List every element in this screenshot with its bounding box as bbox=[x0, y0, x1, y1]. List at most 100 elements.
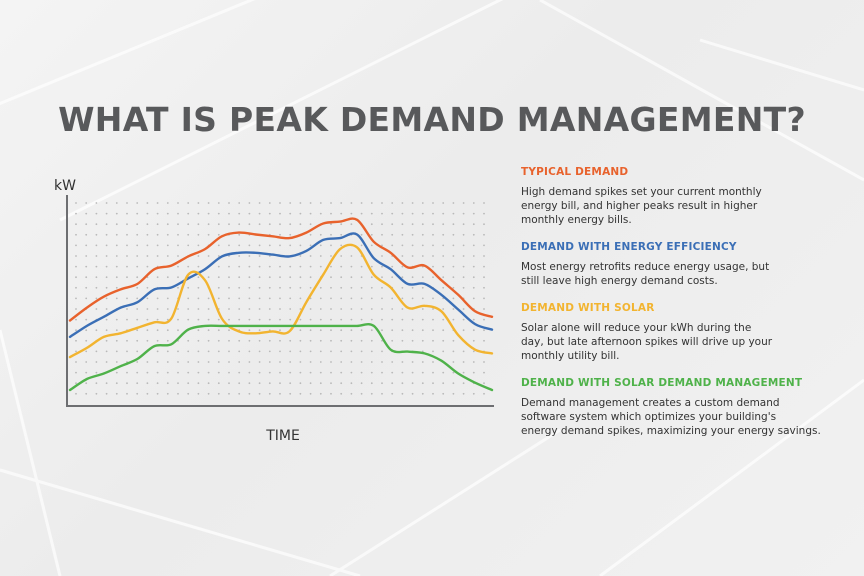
grid-dot bbox=[350, 286, 353, 289]
grid-dot bbox=[401, 371, 404, 374]
grid-dot bbox=[207, 212, 210, 215]
grid-dot bbox=[156, 329, 159, 332]
grid-dot bbox=[442, 329, 445, 332]
grid-dot bbox=[391, 382, 394, 385]
grid-dot bbox=[238, 361, 241, 363]
grid-dot bbox=[472, 212, 475, 215]
grid-dot bbox=[156, 223, 159, 226]
grid-dot bbox=[95, 255, 98, 257]
grid-dot bbox=[238, 244, 241, 247]
grid-dot bbox=[319, 361, 322, 363]
grid-dot bbox=[462, 361, 465, 363]
grid-dot bbox=[289, 392, 292, 395]
grid-dot bbox=[411, 382, 414, 385]
grid-dot bbox=[177, 286, 179, 289]
grid-dot bbox=[319, 329, 322, 332]
grid-dot bbox=[248, 318, 251, 321]
grid-dot bbox=[319, 371, 322, 374]
grid-dot bbox=[462, 371, 465, 374]
grid-dot bbox=[350, 276, 353, 279]
grid-dot bbox=[360, 244, 363, 247]
grid-dot bbox=[177, 350, 179, 353]
grid-dot bbox=[126, 223, 128, 226]
grid-dot bbox=[289, 223, 292, 226]
grid-dot bbox=[248, 308, 251, 310]
grid-dot bbox=[228, 339, 230, 342]
grid-dot bbox=[370, 297, 373, 300]
grid-dot bbox=[483, 392, 485, 395]
grid-dot bbox=[350, 382, 353, 385]
grid-dot bbox=[126, 297, 128, 300]
grid-dot bbox=[442, 265, 445, 268]
grid-dot bbox=[340, 286, 343, 289]
grid-dot bbox=[340, 361, 343, 363]
grid-dot bbox=[279, 276, 281, 279]
grid-dot bbox=[217, 350, 220, 353]
legend-item-solar-demand-management: DEMAND WITH SOLAR DEMAND MANAGEMENT Dema… bbox=[521, 377, 851, 438]
grid-dot bbox=[401, 392, 404, 395]
grid-dot bbox=[391, 371, 394, 374]
grid-dot bbox=[136, 202, 139, 204]
grid-dot bbox=[309, 233, 312, 236]
grid-dot bbox=[462, 329, 465, 332]
grid-dot bbox=[238, 350, 241, 353]
grid-dot bbox=[472, 286, 475, 289]
grid-dot bbox=[85, 244, 88, 247]
grid-dot bbox=[309, 371, 312, 374]
grid-dot bbox=[105, 339, 108, 342]
grid-dot bbox=[126, 255, 128, 257]
grid-dot bbox=[340, 382, 343, 385]
grid-dot bbox=[432, 233, 434, 236]
grid-dot bbox=[330, 233, 332, 236]
legend-heading: DEMAND WITH SOLAR bbox=[521, 302, 655, 314]
grid-dot bbox=[279, 318, 281, 321]
grid-dot bbox=[187, 339, 190, 342]
grid-dot bbox=[391, 318, 394, 321]
grid-dot bbox=[156, 339, 159, 342]
grid-dot bbox=[330, 308, 332, 310]
grid-dot bbox=[309, 286, 312, 289]
grid-dot bbox=[217, 371, 220, 374]
grid-dot bbox=[401, 308, 404, 310]
grid-dot bbox=[217, 255, 220, 257]
grid-dot bbox=[432, 202, 434, 204]
grid-dot bbox=[238, 223, 241, 226]
grid-dot bbox=[442, 392, 445, 395]
grid-dot bbox=[370, 233, 373, 236]
desc-line: software system which optimizes your bui… bbox=[521, 411, 777, 423]
grid-dot bbox=[452, 339, 455, 342]
grid-dot bbox=[268, 223, 271, 226]
grid-dot bbox=[75, 382, 77, 385]
grid-dot bbox=[238, 297, 241, 300]
legend-description: High demand spikes set your current mont… bbox=[521, 185, 851, 227]
grid-dot bbox=[462, 392, 465, 395]
grid-dot bbox=[146, 308, 149, 310]
grid-dot bbox=[115, 339, 118, 342]
grid-dot bbox=[381, 308, 383, 310]
grid-dot bbox=[483, 308, 485, 310]
grid-dot bbox=[452, 286, 455, 289]
grid-dot bbox=[166, 318, 169, 321]
grid-dot bbox=[85, 297, 88, 300]
grid-dot bbox=[238, 308, 241, 310]
grid-dot bbox=[146, 329, 149, 332]
legend-heading: TYPICAL DEMAND bbox=[521, 166, 629, 178]
grid-dot bbox=[442, 233, 445, 236]
grid-dot bbox=[156, 392, 159, 395]
grid-dot bbox=[421, 318, 424, 321]
grid-dot bbox=[350, 202, 353, 204]
grid-dot bbox=[248, 244, 251, 247]
grid-dot bbox=[146, 286, 149, 289]
grid-dot bbox=[248, 255, 251, 257]
grid-dot bbox=[248, 361, 251, 363]
grid-dot bbox=[85, 392, 88, 395]
grid-dot bbox=[442, 286, 445, 289]
grid-dot bbox=[472, 339, 475, 342]
grid-dot bbox=[95, 371, 98, 374]
grid-dot bbox=[350, 212, 353, 215]
grid-dot bbox=[105, 265, 108, 268]
grid-dot bbox=[156, 318, 159, 321]
grid-dot bbox=[370, 392, 373, 395]
grid-dot bbox=[126, 202, 128, 204]
grid-dot bbox=[207, 371, 210, 374]
